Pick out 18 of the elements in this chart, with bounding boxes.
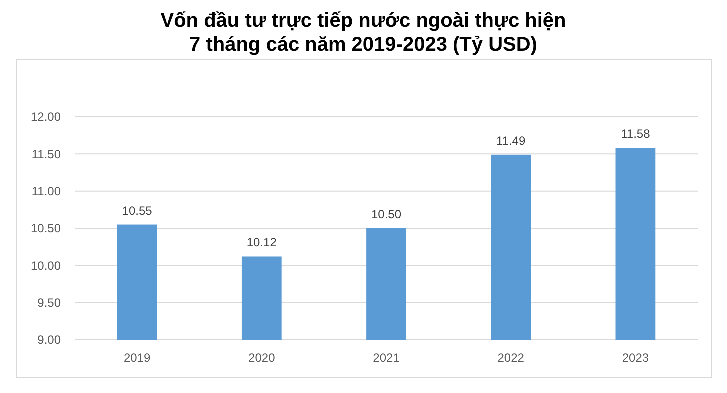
chart-title: Vốn đầu tư trực tiếp nước ngoài thực hiện 7 tháng các năm 2019-2023 (Tỷ USD) [160,10,566,56]
data-label: 10.12 [246,236,278,250]
x-tick-label: 2022 [498,351,525,365]
y-tick-label: 12.00 [30,110,62,124]
x-tick-label: 2023 [622,351,650,365]
x-tick-label: 2021 [373,351,400,365]
y-tick-label: 9.00 [38,333,62,348]
y-tick-label: 11.00 [32,184,62,199]
x-tick-label: 2019 [124,351,151,365]
data-label: 10.50 [371,208,402,222]
data-label: 11.49 [496,134,526,148]
y-tick-label: 9.50 [38,296,62,310]
data-label: 11.58 [621,127,651,142]
y-tick-label: 10.00 [30,258,62,273]
data-label: 10.55 [122,204,153,218]
x-tick-label: 2020 [248,351,276,365]
y-tick-label: 10.50 [30,222,62,236]
y-tick-label: 11.50 [32,147,62,162]
